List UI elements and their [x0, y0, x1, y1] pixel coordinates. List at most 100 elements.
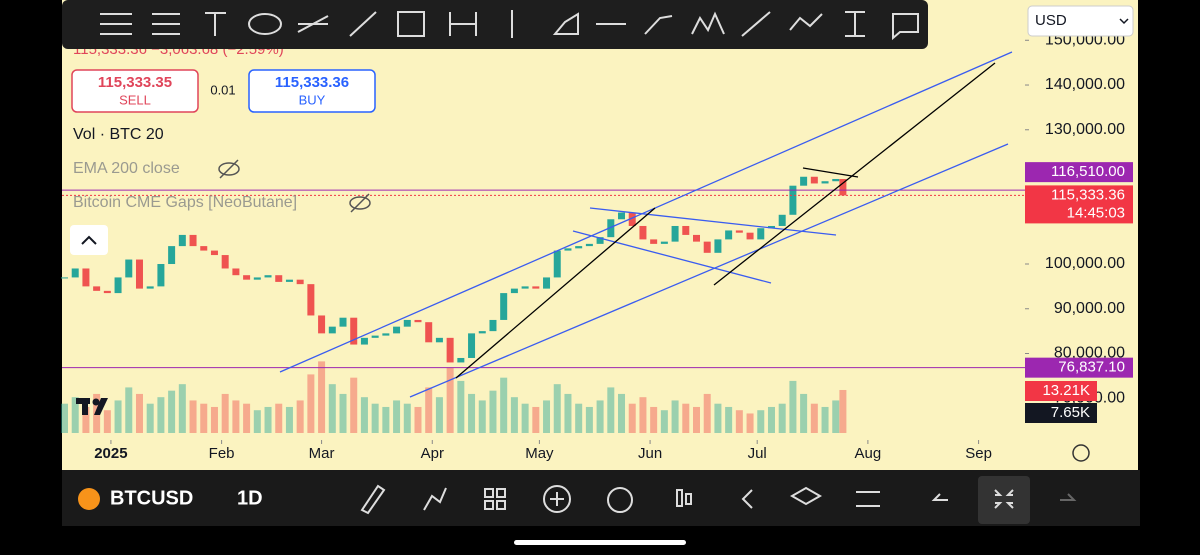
candle [178, 234, 186, 247]
volume-bar [543, 400, 551, 433]
candle [457, 357, 465, 363]
trend-line [455, 207, 656, 379]
candle [832, 178, 840, 182]
candle [425, 322, 433, 343]
tool-polyline[interactable] [789, 13, 823, 31]
volume-bar [360, 397, 368, 433]
x-tick-label: 2025 [94, 445, 127, 462]
sell-button[interactable] [71, 69, 199, 113]
candle [350, 317, 358, 345]
collapse-button[interactable] [70, 225, 108, 255]
candle [543, 277, 551, 289]
y-tick-label: 130,000.00 [1045, 121, 1125, 138]
tool-fib[interactable] [152, 13, 180, 35]
bottom-toolbar: BTCUSD 1D [62, 470, 1140, 526]
volume-bar [639, 397, 647, 433]
draw-button[interactable] [360, 484, 386, 515]
buy-button[interactable] [248, 69, 376, 113]
tool-range[interactable] [449, 12, 477, 36]
volume-bar [296, 400, 304, 433]
cme-indicator[interactable]: Bitcoin CME Gaps [NeoButane] [73, 194, 297, 211]
volume-label: 13.21K [1042, 382, 1090, 399]
y-tick-label: 100,000.00 [1045, 255, 1125, 272]
candle [264, 275, 272, 278]
volume-bar [735, 410, 743, 433]
tool-note[interactable] [892, 13, 919, 41]
candle [146, 286, 154, 289]
settings-icon[interactable] [1072, 444, 1090, 462]
settings-button[interactable] [856, 491, 880, 507]
volume-bar [243, 403, 251, 433]
volume-bar [168, 390, 176, 433]
volume-bar [425, 387, 433, 433]
toolbar-background [62, 470, 1140, 526]
volume-bar [607, 387, 615, 433]
symbol[interactable]: BTCUSD [110, 487, 193, 509]
redo-button[interactable] [1060, 493, 1077, 501]
replay-button[interactable] [741, 489, 753, 509]
volume-bar [671, 400, 679, 433]
flag-line [589, 207, 837, 236]
candle [575, 246, 583, 249]
volume-bar [210, 406, 218, 433]
indicators-button[interactable] [423, 487, 447, 511]
plot: 70,000.0080,000.0090,000.00100,000.00130… [60, 31, 1125, 462]
chart-background [62, 0, 1138, 470]
tool-pattern[interactable] [297, 15, 329, 33]
candle [296, 279, 304, 285]
candle [607, 219, 615, 238]
candle [767, 225, 775, 229]
undo-button[interactable] [931, 493, 948, 501]
interval[interactable]: 1D [237, 487, 263, 509]
tool-path[interactable] [644, 15, 673, 35]
add-button[interactable] [543, 485, 571, 513]
volume-bar [693, 406, 701, 433]
ema-indicator[interactable]: EMA 200 close [73, 160, 180, 177]
channel-line [279, 51, 1013, 373]
toolbar-background [62, 0, 928, 49]
tool-measure[interactable] [845, 11, 865, 37]
y-tick-label: 90,000.00 [1054, 300, 1125, 317]
candle [253, 277, 261, 280]
y-tick-label: 140,000.00 [1045, 76, 1125, 93]
pennant-line [802, 167, 859, 178]
candle [275, 275, 283, 282]
quantity[interactable]: 0.01 [210, 82, 235, 97]
candle [735, 230, 743, 233]
candle [628, 212, 636, 226]
hidden-icon[interactable] [218, 159, 240, 179]
candle [307, 284, 315, 316]
sell-price: 115,333.35 [98, 74, 172, 91]
hidden-icon[interactable] [349, 193, 371, 213]
tool-trend[interactable] [741, 11, 771, 37]
candle [103, 290, 111, 294]
volume-bar [821, 406, 829, 433]
candle [243, 275, 251, 280]
tool-elliott[interactable] [691, 11, 725, 35]
tool-ellipse[interactable] [248, 13, 282, 35]
volume-bar [789, 380, 797, 433]
tool-gann[interactable] [552, 12, 579, 35]
layers-button[interactable] [789, 486, 823, 506]
volume-bar [746, 413, 754, 433]
candle [521, 286, 529, 289]
tool-lines[interactable] [100, 13, 132, 35]
templates-button[interactable] [484, 488, 506, 510]
candle [532, 286, 540, 289]
trend-line [713, 62, 996, 286]
volume-bar [703, 393, 711, 433]
volume-bar [839, 389, 847, 433]
tool-arrow[interactable] [349, 11, 377, 37]
overlay: 115,333.36 −3,063.68 (−2.59%) 115,333.35… [70, 5, 1134, 462]
volume-bar [114, 400, 122, 433]
candle [585, 243, 593, 247]
alert-button[interactable] [607, 487, 633, 513]
flag-line [572, 230, 772, 284]
tool-rectangle[interactable] [397, 11, 425, 37]
fullscreen-button[interactable] [978, 476, 1030, 524]
volume-indicator[interactable]: Vol · BTC 20 [73, 126, 164, 143]
chart-type-button[interactable] [676, 489, 692, 507]
currency-select[interactable] [1027, 5, 1134, 37]
tool-text[interactable] [205, 12, 226, 36]
volume-bar [489, 390, 497, 433]
